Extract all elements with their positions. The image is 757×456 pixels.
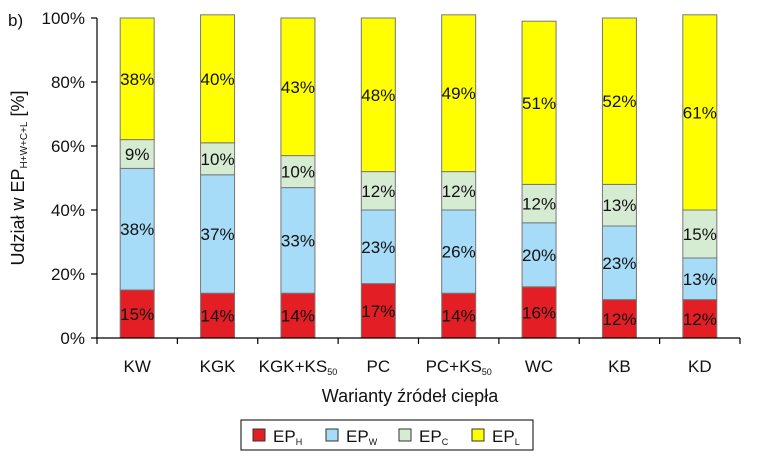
plot-area: 15% 38% 9% 38% 14% 37% 10% 40% 14% 33% 10% 43% 17% 23… xyxy=(119,14,718,339)
x-tick-label: KGK xyxy=(200,357,237,376)
legend: EPH EPW EPC EPL xyxy=(240,419,534,451)
bar-segment xyxy=(521,183,557,224)
bar-segment xyxy=(200,174,236,294)
data-label: 17% xyxy=(361,302,395,321)
bar-segment xyxy=(601,17,637,185)
legend-swatch xyxy=(398,428,412,442)
x-tick-label: WC xyxy=(525,357,553,376)
data-label: 49% xyxy=(442,84,476,103)
data-label: 9% xyxy=(125,145,150,164)
y-tick-label: 60% xyxy=(51,137,85,156)
data-label: 15% xyxy=(683,225,717,244)
data-label: 26% xyxy=(442,243,476,262)
y-tick-label: 80% xyxy=(51,73,85,92)
legend-swatch xyxy=(471,428,485,442)
data-label: 23% xyxy=(361,238,395,257)
data-label: 37% xyxy=(201,225,235,244)
bar-segment xyxy=(360,17,396,173)
bar-segment xyxy=(280,155,316,189)
legend-swatch xyxy=(325,428,339,442)
y-axis: 0% 20% 40% 60% 80% 100% xyxy=(42,9,98,348)
bar-segment xyxy=(280,187,316,294)
data-label: 12% xyxy=(442,182,476,201)
data-label: 40% xyxy=(201,70,235,89)
data-label: 12% xyxy=(361,182,395,201)
bar-segment xyxy=(521,286,557,339)
data-label: 48% xyxy=(361,86,395,105)
bar-segment xyxy=(682,299,718,339)
y-tick-label: 100% xyxy=(42,9,85,28)
bar-segment xyxy=(682,14,718,211)
bar-segment xyxy=(521,20,557,185)
bar-segment xyxy=(200,142,236,176)
x-axis: KW KGK KGK+KS50 PC PC+KS50 WC KB KD xyxy=(96,337,741,377)
data-label: 51% xyxy=(522,94,556,113)
x-axis-label: Warianty źródeł ciepła xyxy=(322,386,499,406)
data-label: 16% xyxy=(522,303,556,322)
data-label: 12% xyxy=(683,310,717,329)
bar-segment xyxy=(119,17,155,141)
x-tick-label: KB xyxy=(608,357,631,376)
bar-segment xyxy=(682,257,718,301)
bar-segment xyxy=(119,289,155,339)
data-label: 13% xyxy=(602,196,636,215)
legend-label: EPC xyxy=(419,427,449,447)
data-label: 33% xyxy=(281,231,315,250)
data-label: 38% xyxy=(120,70,154,89)
y-tick-label: 20% xyxy=(51,265,85,284)
data-label: 14% xyxy=(442,307,476,326)
bar-segment xyxy=(280,17,316,157)
bar-segment xyxy=(441,14,477,173)
x-tick-label: KGK+KS50 xyxy=(259,357,338,377)
data-label: 12% xyxy=(522,195,556,214)
data-label: 13% xyxy=(683,270,717,289)
bar-segment xyxy=(200,14,236,144)
x-tick-label: PC xyxy=(367,357,391,376)
data-label: 14% xyxy=(281,307,315,326)
data-label: 15% xyxy=(120,305,154,324)
legend-label: EPW xyxy=(346,427,378,447)
x-tick-label: KW xyxy=(123,357,150,376)
legend-label: EPH xyxy=(273,427,302,447)
y-tick-label: 0% xyxy=(60,329,85,348)
bar-segment xyxy=(601,183,637,227)
data-label: 23% xyxy=(602,254,636,273)
data-label: 12% xyxy=(602,310,636,329)
bar-segment xyxy=(441,209,477,294)
data-label: 38% xyxy=(120,220,154,239)
panel-label: b) xyxy=(8,11,23,30)
data-label: 61% xyxy=(683,103,717,122)
bar-segment xyxy=(360,171,396,211)
bar-segment xyxy=(601,225,637,301)
y-axis-label: Udział w EPH+W+C+L [%] xyxy=(8,90,30,265)
bar-segment xyxy=(441,292,477,339)
data-label: 43% xyxy=(281,78,315,97)
bar-segment xyxy=(119,167,155,291)
bar-segment xyxy=(441,171,477,211)
data-label: 10% xyxy=(201,150,235,169)
data-label: 14% xyxy=(201,307,235,326)
x-tick-label: PC+KS50 xyxy=(426,357,492,377)
y-tick-label: 40% xyxy=(51,201,85,220)
x-tick-label: KD xyxy=(688,357,712,376)
legend-label: EPL xyxy=(492,427,520,447)
legend-swatch xyxy=(252,428,266,442)
data-label: 10% xyxy=(281,163,315,182)
data-label: 20% xyxy=(522,246,556,265)
data-label: 52% xyxy=(602,92,636,111)
